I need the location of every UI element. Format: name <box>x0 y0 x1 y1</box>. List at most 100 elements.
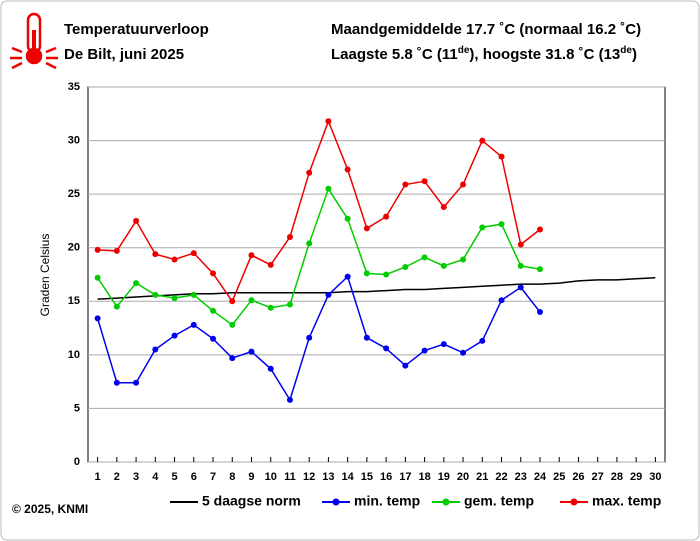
x-tick-label: 8 <box>229 471 235 483</box>
summary-text: ), hoogste 31.8 ˚C (13 <box>469 46 620 63</box>
data-point <box>133 217 140 224</box>
data-point <box>171 332 178 339</box>
thermometer-icon <box>10 12 58 70</box>
data-point <box>152 346 159 353</box>
data-point <box>171 295 178 302</box>
data-point <box>498 297 505 304</box>
data-point <box>94 274 101 281</box>
x-tick-label: 1 <box>95 471 101 483</box>
data-point <box>402 264 409 270</box>
x-tick-label: 20 <box>457 471 469 483</box>
data-point <box>248 348 255 355</box>
x-tick-label: 6 <box>191 471 197 483</box>
x-tick-label: 17 <box>399 471 411 483</box>
legend-label: 5 daagse norm <box>202 493 301 509</box>
legend-label: min. temp <box>354 493 420 509</box>
data-point <box>479 224 486 231</box>
copyright: © 2025, KNMI <box>12 502 88 516</box>
data-point <box>536 266 543 273</box>
data-point <box>517 241 524 248</box>
legend-marker <box>332 498 340 506</box>
x-tick-label: 24 <box>534 471 547 483</box>
x-tick-label: 2 <box>114 471 120 483</box>
data-point <box>421 178 428 185</box>
data-point <box>460 349 467 356</box>
series-line <box>97 276 656 300</box>
title: Temperatuurverloop <box>64 21 209 38</box>
x-tick-label: 30 <box>649 471 661 483</box>
data-point <box>479 337 486 344</box>
data-point <box>210 307 217 314</box>
data-point <box>383 271 390 278</box>
data-point <box>517 262 524 269</box>
x-tick-label: 29 <box>630 471 642 483</box>
summary-text: ) <box>632 46 637 63</box>
data-point <box>267 261 274 268</box>
data-point <box>210 270 217 277</box>
data-point <box>325 118 332 125</box>
y-tick-label: 15 <box>68 295 80 307</box>
data-point <box>229 355 236 362</box>
data-point <box>517 284 524 291</box>
data-point <box>536 309 543 315</box>
x-tick-label: 26 <box>572 471 584 483</box>
data-point <box>383 213 390 220</box>
legend-label: gem. temp <box>464 493 534 509</box>
data-point <box>190 250 197 257</box>
x-tick-label: 27 <box>592 471 604 483</box>
data-point <box>248 252 255 259</box>
x-tick-label: 28 <box>611 471 623 483</box>
x-tick-label: 7 <box>210 471 216 483</box>
legend-marker <box>442 498 450 506</box>
data-point <box>113 247 120 254</box>
summary-1: Maandgemiddelde 17.7 ˚C (normaal 16.2 ˚C… <box>331 21 641 38</box>
data-point <box>190 291 197 298</box>
data-point <box>421 254 428 261</box>
data-point <box>190 321 197 328</box>
x-tick-label: 5 <box>171 471 177 483</box>
data-point <box>363 270 370 277</box>
x-tick-label: 3 <box>133 471 139 483</box>
data-point <box>267 304 274 311</box>
data-point <box>363 225 370 232</box>
data-point <box>113 303 120 310</box>
superscript: de <box>620 45 632 56</box>
data-point <box>306 240 313 247</box>
legend-label: max. temp <box>592 493 661 509</box>
summary-2: Laagste 5.8 ˚C (11 de), hoogste 31.8 ˚C (… <box>331 45 637 63</box>
legend-marker <box>570 498 578 506</box>
x-tick-label: 4 <box>152 471 159 483</box>
data-point <box>306 169 313 176</box>
data-point <box>402 362 409 369</box>
y-tick-label: 20 <box>68 242 80 254</box>
x-tick-label: 13 <box>322 471 334 483</box>
data-point <box>344 166 351 173</box>
data-point <box>210 335 217 342</box>
data-point <box>306 334 313 341</box>
data-point <box>498 221 505 228</box>
series-line <box>96 275 541 402</box>
data-point <box>229 321 236 328</box>
x-tick-label: 23 <box>515 471 527 483</box>
summary-text: Laagste 5.8 ˚C (11 <box>331 46 458 63</box>
x-tick-label: 19 <box>438 471 450 483</box>
x-tick-label: 25 <box>553 471 565 483</box>
x-tick-label: 21 <box>476 471 488 483</box>
data-point <box>267 365 274 372</box>
data-point <box>133 379 140 386</box>
data-point <box>325 291 332 298</box>
data-point <box>440 341 447 348</box>
subtitle: De Bilt, juni 2025 <box>64 46 184 63</box>
data-point <box>325 185 332 192</box>
x-tick-label: 16 <box>380 471 392 483</box>
y-tick-label: 25 <box>68 188 80 200</box>
y-tick-label: 0 <box>74 456 80 468</box>
y-axis-label: Graden Celsius <box>38 234 52 317</box>
data-point <box>152 291 159 298</box>
y-tick-label: 5 <box>74 402 80 414</box>
data-point <box>171 256 178 263</box>
data-point <box>421 347 428 354</box>
data-point <box>460 256 467 263</box>
x-tick-label: 10 <box>265 471 277 483</box>
